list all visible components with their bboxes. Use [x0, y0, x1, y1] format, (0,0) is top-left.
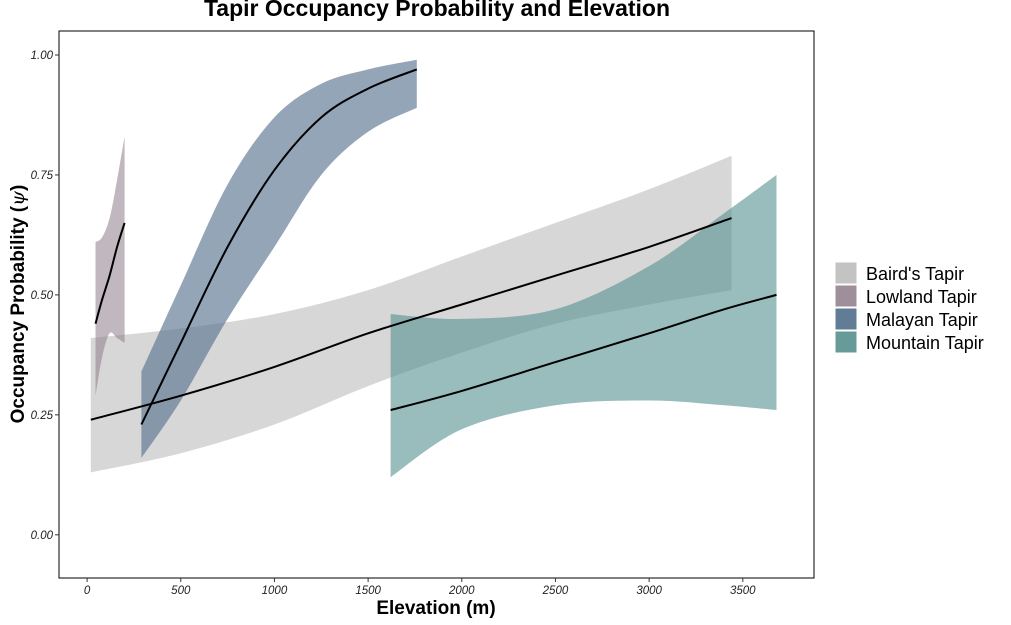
legend: Baird's Tapir Lowland Tapir Malayan Tapir M… [835, 262, 984, 353]
x-tick-label: 1500 [355, 585, 381, 597]
x-axis: 0 500 1000 1500 2000 2500 3000 3500 [84, 578, 756, 597]
x-tick-label: 500 [171, 585, 191, 597]
y-axis: 0.00 0.25 0.50 0.75 1.00 [31, 50, 59, 542]
x-tick-label: 3500 [730, 585, 756, 597]
legend-key-baird-s-tapir [835, 262, 857, 284]
x-tick-label: 2000 [448, 585, 475, 597]
y-tick-label: 0.50 [31, 290, 54, 302]
x-tick-label: 3000 [636, 585, 662, 597]
x-tick-label: 0 [84, 585, 91, 597]
x-tick-label: 1000 [262, 585, 288, 597]
legend-label-mountain-tapir: Mountain Tapir [866, 333, 984, 353]
legend-label-lowland-tapir: Lowland Tapir [866, 287, 977, 307]
y-axis-title-close: ) [8, 185, 29, 191]
y-tick-label: 0.25 [31, 410, 54, 422]
legend-label-malayan-tapir: Malayan Tapir [866, 310, 978, 330]
legend-key-malayan-tapir [835, 308, 857, 330]
confidence-ribbons [91, 60, 777, 477]
psi-symbol: ψ [7, 190, 29, 206]
x-axis-title: Elevation (m) [376, 598, 495, 619]
x-tick-label: 2500 [542, 585, 569, 597]
y-tick-label: 1.00 [31, 50, 54, 62]
y-axis-title-main: Occupancy Probability ( [8, 205, 29, 423]
y-tick-label: 0.00 [31, 530, 54, 542]
y-axis-title: Occupancy Probability (ψ) [7, 185, 29, 424]
chart-title: Tapir Occupancy Probability and Elevatio… [204, 0, 670, 21]
legend-key-lowland-tapir [835, 285, 857, 307]
legend-label-baird-s-tapir: Baird's Tapir [866, 264, 964, 284]
y-tick-label: 0.75 [31, 170, 54, 182]
legend-key-mountain-tapir [835, 331, 857, 353]
